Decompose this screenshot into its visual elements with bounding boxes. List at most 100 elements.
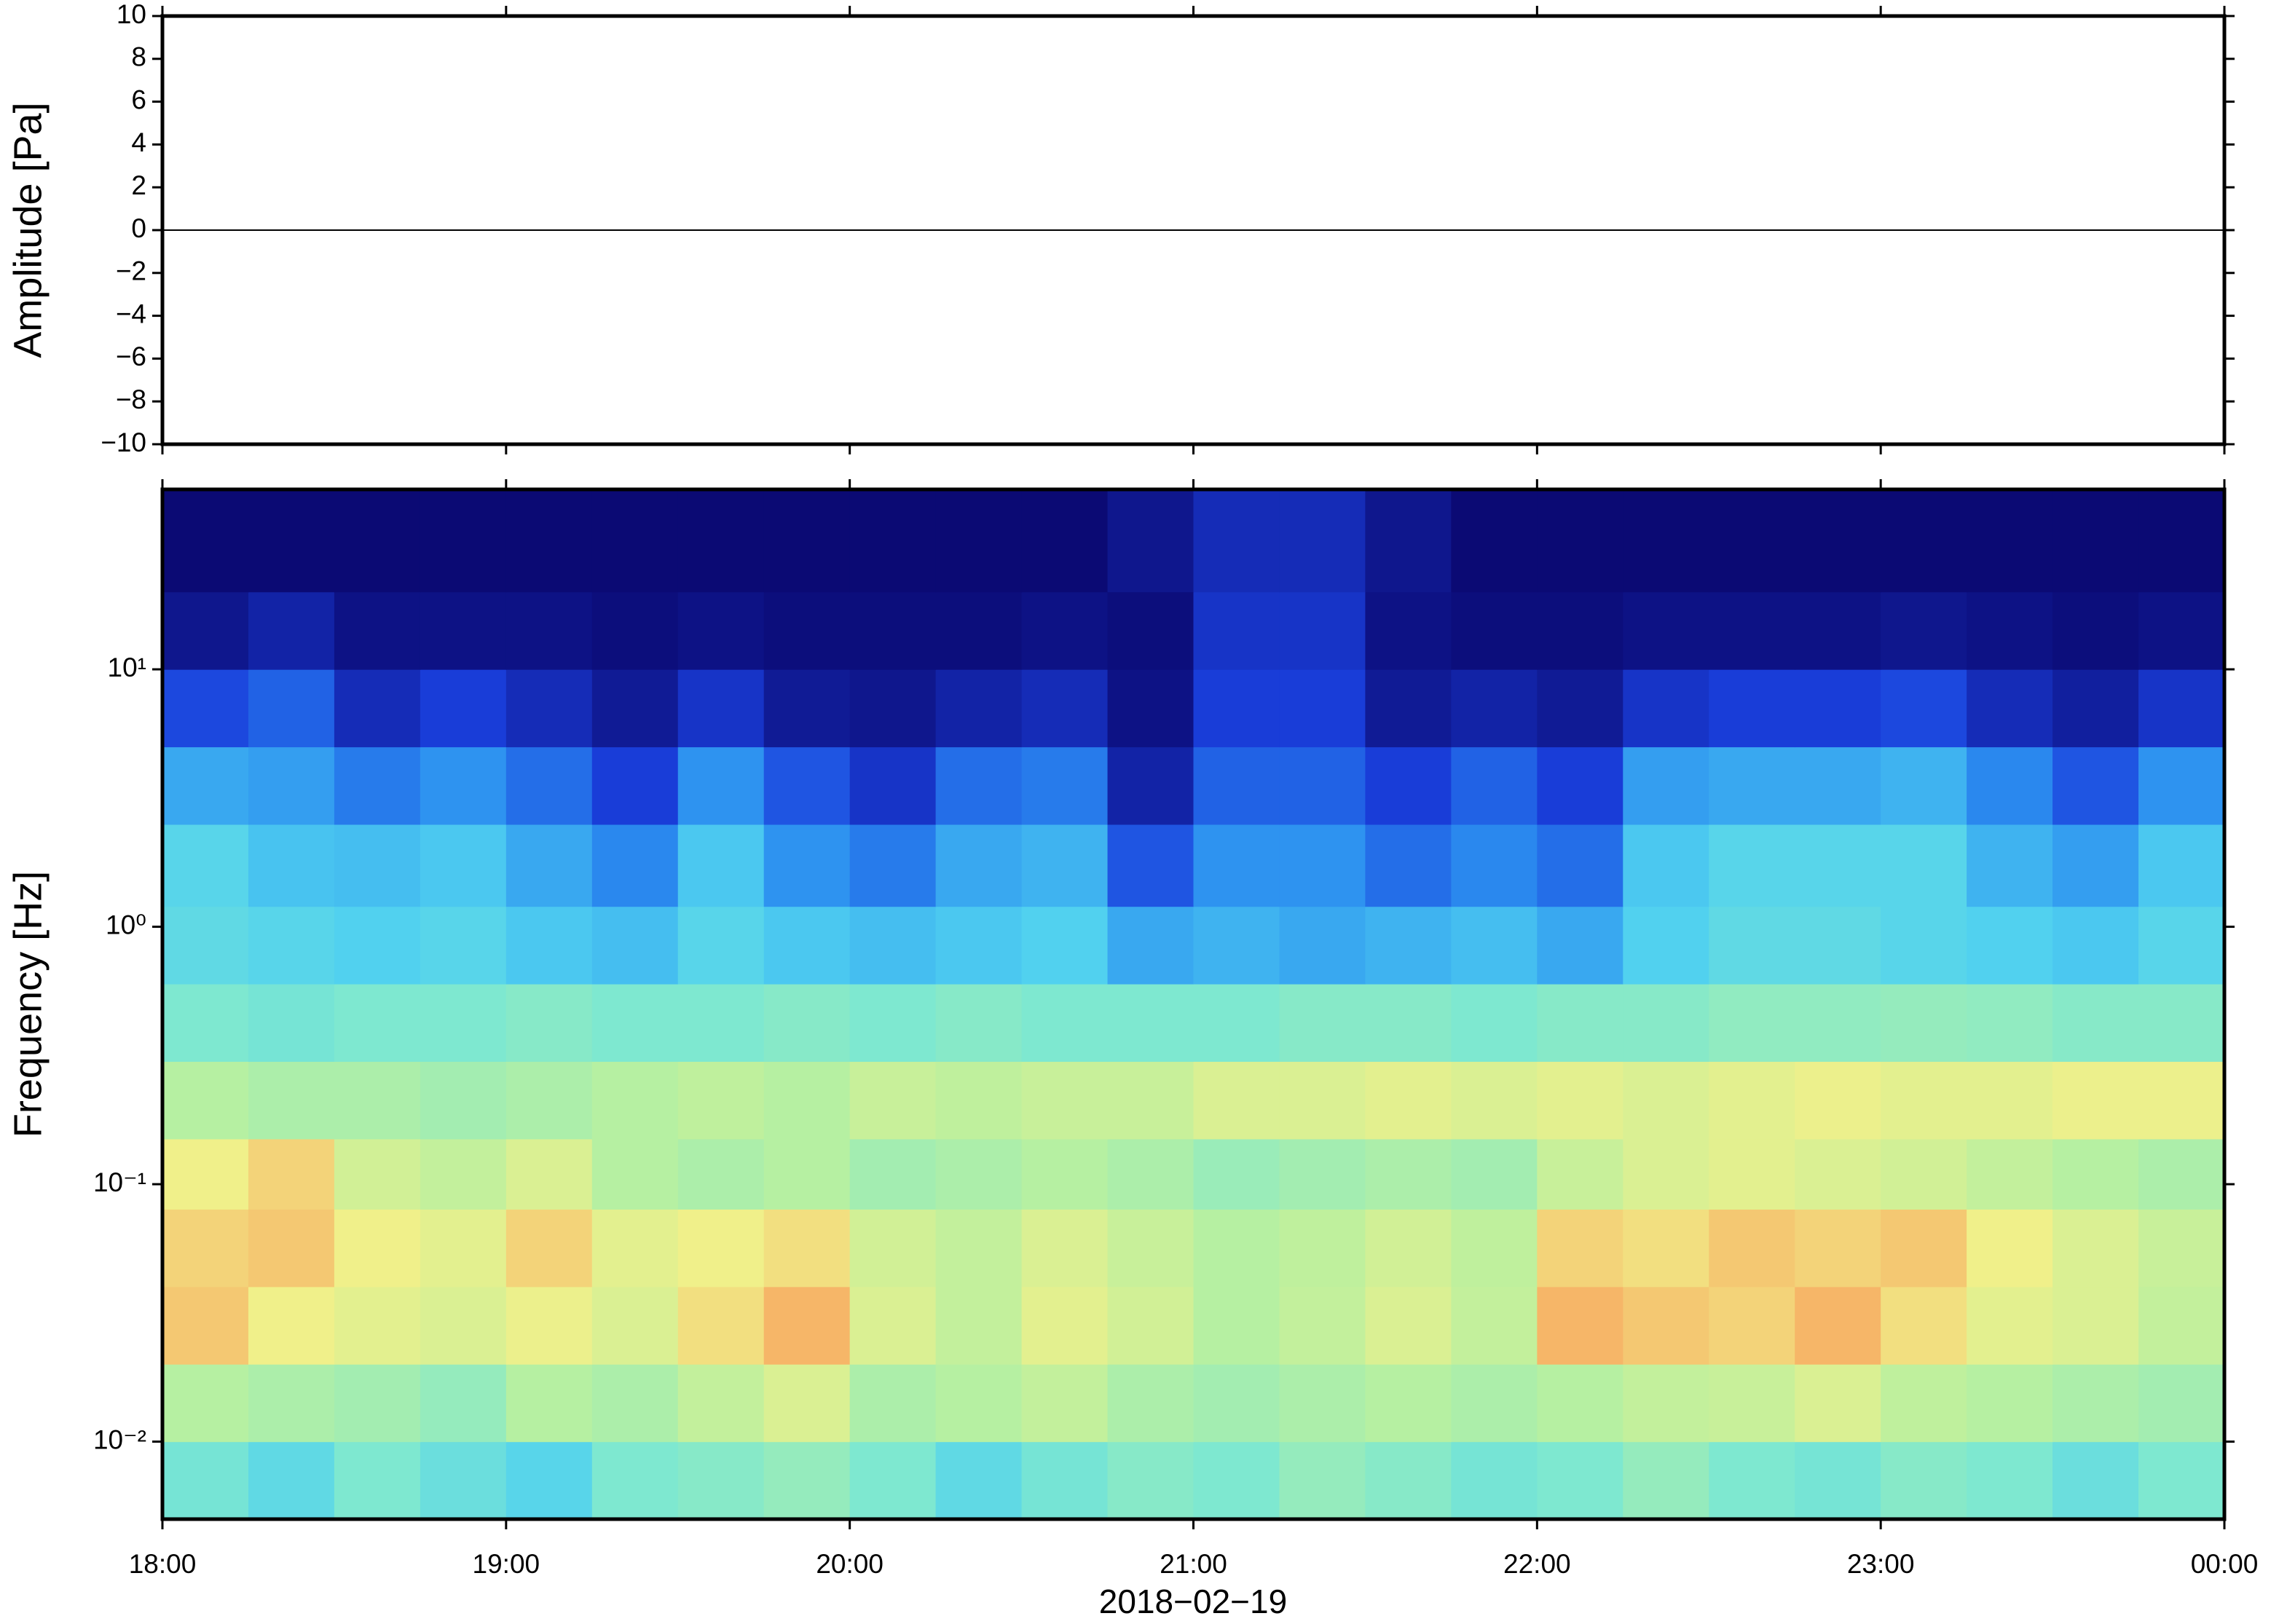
spectrogram-cell — [248, 984, 335, 1063]
spectrogram-cell — [334, 1364, 421, 1443]
spectrogram-cell — [849, 669, 937, 748]
spectrogram-cell — [1881, 746, 1967, 825]
spectrogram-cell — [248, 1286, 335, 1365]
spectrogram-cell — [1451, 489, 1538, 593]
spectrogram-cell — [1279, 906, 1366, 985]
spectrogram-cell — [1709, 1441, 1795, 1520]
spectrogram-cell — [935, 669, 1023, 748]
spectrogram-cell — [1365, 1138, 1452, 1210]
spectrogram-cell — [2138, 824, 2225, 907]
spectrogram-cell — [1021, 824, 1109, 907]
spectrogram-cell — [935, 1364, 1023, 1443]
y-tick-label: 10¹ — [108, 653, 146, 682]
spectrogram-cell — [1365, 1061, 1452, 1140]
spectrogram-cell — [849, 1138, 937, 1210]
spectrogram-cell — [248, 1364, 335, 1443]
spectrogram-cell — [1881, 1441, 1967, 1520]
spectrogram-cell — [2052, 1441, 2139, 1520]
spectrogram-cell — [1021, 489, 1109, 593]
spectrogram-cell — [677, 906, 765, 985]
spectrogram-cell — [2052, 1061, 2139, 1140]
spectrogram-cell — [1279, 669, 1366, 748]
spectrogram-cell — [1451, 1441, 1538, 1520]
spectrogram-cell — [1537, 746, 1623, 825]
spectrogram-cell — [935, 1061, 1023, 1140]
y-tick-label: −8 — [116, 385, 146, 414]
spectrogram-cell — [334, 1441, 421, 1520]
spectrogram-cell — [1537, 1209, 1623, 1288]
spectrogram-cell — [1623, 1061, 1709, 1140]
spectrogram-cell — [1279, 591, 1366, 670]
spectrogram-cell — [1365, 906, 1452, 985]
spectrogram-cell — [420, 1138, 507, 1210]
spectrogram-cell — [1709, 1061, 1795, 1140]
spectrogram-cell — [1623, 1138, 1709, 1210]
spectrogram-cell — [935, 984, 1023, 1063]
spectrogram-cell — [1967, 591, 2053, 670]
spectrogram-cell — [1193, 1138, 1280, 1210]
spectrogram-cell — [505, 489, 593, 593]
y-tick-label: −4 — [116, 299, 146, 328]
spectrogram-cell — [1365, 1286, 1452, 1365]
y-tick-label: −6 — [116, 342, 146, 371]
y-tick-label: 10⁻² — [93, 1424, 146, 1454]
spectrogram-cell — [849, 1061, 937, 1140]
spectrogram-cell — [935, 1209, 1023, 1288]
spectrogram-cell — [1193, 1061, 1280, 1140]
spectrogram-cell — [2052, 1209, 2139, 1288]
spectrogram-cell — [1623, 1209, 1709, 1288]
spectrogram-cell — [1193, 489, 1280, 593]
spectrogram-cell — [420, 489, 507, 593]
spectrogram-cell — [1795, 1138, 1881, 1210]
spectrogram-cell — [1279, 1209, 1366, 1288]
spectrogram-cell — [1193, 906, 1280, 985]
spectrogram-cell — [935, 1286, 1023, 1365]
spectrogram-cell — [505, 984, 593, 1063]
spectrogram-cell — [248, 1441, 335, 1520]
spectrogram-cell — [2052, 984, 2139, 1063]
spectrogram-cell — [591, 1441, 679, 1520]
spectrogram-cell — [1795, 1061, 1881, 1140]
y-axis-label: Amplitude [Pa] — [6, 102, 50, 358]
spectrogram-cell — [1709, 1364, 1795, 1443]
spectrogram-cell — [1967, 1138, 2053, 1210]
spectrogram-cell — [849, 1364, 937, 1443]
spectrogram-cell — [1107, 591, 1194, 670]
y-tick-label: 8 — [131, 42, 146, 72]
spectrogram-cell — [1279, 1138, 1366, 1210]
spectrogram-cell — [505, 1441, 593, 1520]
spectrogram-cell — [849, 746, 937, 825]
y-tick-label: 4 — [131, 127, 146, 157]
spectrogram-cell — [2138, 1441, 2225, 1520]
spectrogram-cell — [1451, 1209, 1538, 1288]
spectrogram-cell — [162, 984, 249, 1063]
spectrogram-cell — [1279, 824, 1366, 907]
spectrogram-cell — [1967, 1364, 2053, 1443]
spectrogram-cell — [1967, 1209, 2053, 1288]
spectrogram-cell — [591, 1061, 679, 1140]
spectrogram-cell — [1365, 824, 1452, 907]
spectrogram-cell — [2138, 984, 2225, 1063]
spectrogram-cell — [1107, 1364, 1194, 1443]
x-tick-label: 22:00 — [1503, 1549, 1571, 1579]
spectrogram-cell — [1881, 1061, 1967, 1140]
spectrogram-cell — [1795, 1209, 1881, 1288]
spectrogram-cell — [248, 489, 335, 593]
spectrogram-cell — [763, 746, 851, 825]
spectrogram-cell — [1365, 1209, 1452, 1288]
spectrogram-cell — [248, 1138, 335, 1210]
spectrogram-cell — [505, 669, 593, 748]
spectrogram-cell — [420, 984, 507, 1063]
spectrogram-cell — [1107, 489, 1194, 593]
spectrogram-cell — [677, 1209, 765, 1288]
spectrogram-cell — [1451, 1286, 1538, 1365]
spectrogram-cell — [591, 746, 679, 825]
spectrogram-cell — [849, 1441, 937, 1520]
spectrogram-cell — [1623, 906, 1709, 985]
spectrogram-cell — [849, 1286, 937, 1365]
spectrogram-cell — [591, 669, 679, 748]
spectrogram-cell — [248, 591, 335, 670]
spectrogram-cell — [591, 824, 679, 907]
spectrogram-cell — [1107, 669, 1194, 748]
spectrogram-cell — [248, 1209, 335, 1288]
